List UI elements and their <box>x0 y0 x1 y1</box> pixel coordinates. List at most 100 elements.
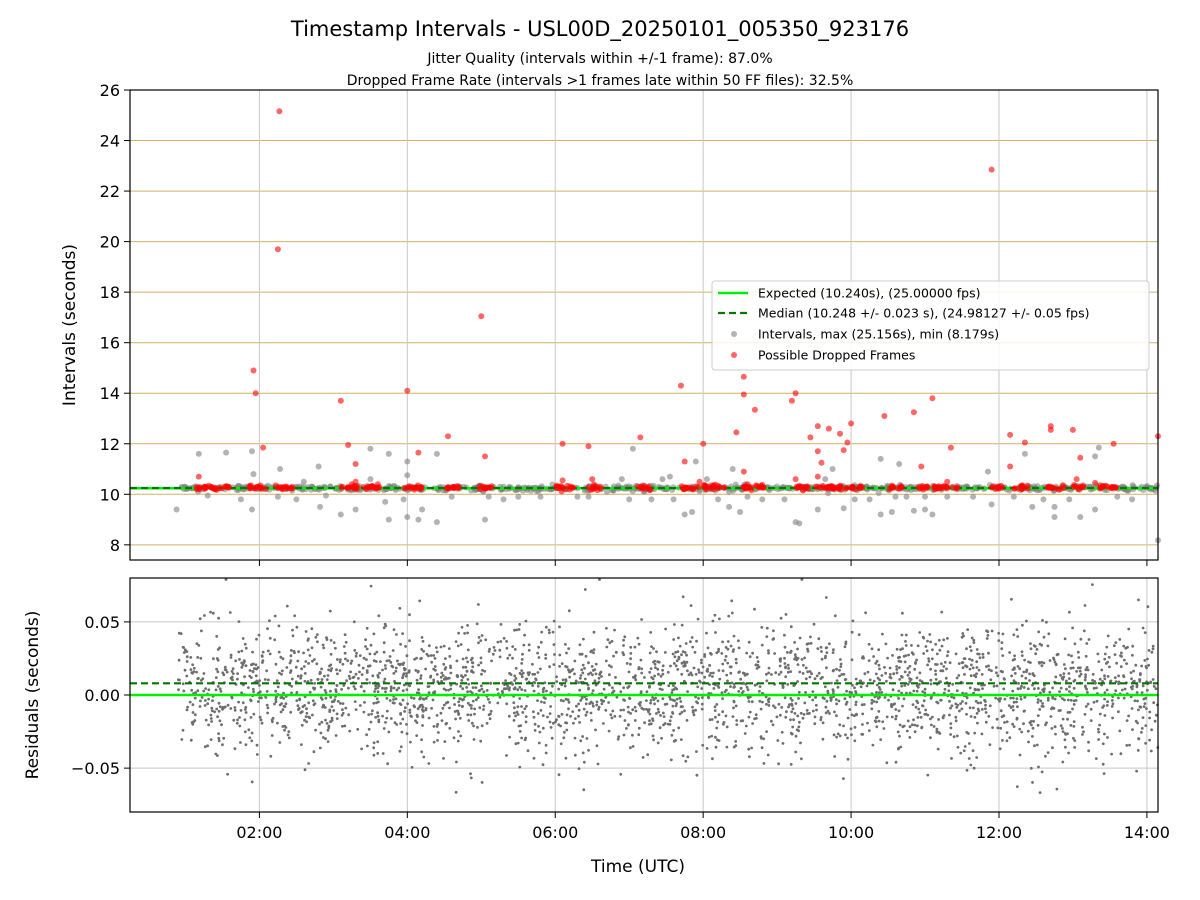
residual-point <box>545 689 548 693</box>
residual-point <box>622 644 625 647</box>
residual-point <box>922 652 925 655</box>
residual-point <box>466 678 470 681</box>
residual-point <box>838 734 842 738</box>
residual-point <box>239 709 243 712</box>
residual-point <box>593 668 597 672</box>
residual-point <box>714 745 718 749</box>
residual-point <box>814 703 818 707</box>
residual-point <box>619 690 623 694</box>
residual-point <box>435 725 439 728</box>
residual-point <box>771 723 775 727</box>
residual-point <box>766 753 770 757</box>
interval-point <box>648 496 655 503</box>
residual-point <box>255 637 258 641</box>
residual-point <box>268 619 271 623</box>
residual-point <box>381 752 385 755</box>
residual-point <box>513 674 517 678</box>
residual-point <box>796 647 799 651</box>
residual-point <box>637 642 641 646</box>
residual-point <box>643 721 646 725</box>
residual-point <box>999 709 1003 713</box>
residual-point <box>520 673 523 676</box>
residual-point <box>1141 716 1145 719</box>
interval-point <box>367 445 374 452</box>
residual-point <box>929 717 932 721</box>
residual-point <box>349 662 353 665</box>
residual-point <box>379 660 382 663</box>
residual-point <box>427 716 431 720</box>
residual-point <box>199 679 203 682</box>
residual-point <box>482 690 486 694</box>
residual-point <box>1111 702 1115 706</box>
residual-point <box>503 687 507 691</box>
residual-point <box>454 790 458 794</box>
residual-point <box>1147 649 1151 652</box>
residual-point <box>589 671 592 675</box>
residual-point <box>861 712 865 716</box>
residual-point <box>296 674 300 678</box>
residual-point <box>708 664 712 667</box>
residual-point <box>544 653 548 657</box>
dropped-frame-point <box>279 486 286 493</box>
residual-point <box>598 578 601 581</box>
residual-point <box>646 753 650 757</box>
residual-point <box>895 665 898 668</box>
residual-point <box>241 701 245 705</box>
interval-point <box>249 506 255 513</box>
residual-point <box>585 737 589 740</box>
residual-point <box>493 649 497 652</box>
residual-point <box>711 619 715 623</box>
residual-point <box>974 675 978 679</box>
residual-point <box>731 715 735 718</box>
residual-point <box>583 666 586 670</box>
interval-point <box>970 493 977 500</box>
residual-point <box>1134 719 1138 723</box>
residual-point <box>214 752 218 756</box>
residual-point <box>681 754 685 758</box>
residual-point <box>759 735 763 739</box>
residual-point <box>904 640 907 643</box>
residual-point <box>488 647 491 651</box>
top-y-axis-label: Intervals (seconds) <box>60 244 80 406</box>
residual-point <box>767 704 771 707</box>
residual-point <box>498 648 502 652</box>
residual-point <box>1015 716 1019 720</box>
residual-point <box>578 721 581 724</box>
residual-point <box>312 750 316 754</box>
residual-point <box>364 645 367 648</box>
interval-point <box>404 514 411 520</box>
residual-point <box>178 678 181 682</box>
residual-point <box>1005 720 1009 724</box>
dropped-frame-point <box>415 449 422 456</box>
interval-point <box>1051 503 1058 510</box>
residual-point <box>544 697 547 700</box>
residual-point <box>547 628 551 632</box>
residual-point <box>1065 687 1068 691</box>
residual-point <box>455 674 459 677</box>
dropped-frame-point <box>840 447 847 454</box>
residual-point <box>952 735 956 739</box>
residual-point <box>243 675 247 679</box>
residual-point <box>739 677 743 681</box>
residual-point <box>717 669 721 672</box>
dropped-frame-point <box>585 443 592 450</box>
residual-point <box>360 685 363 688</box>
residual-point <box>283 728 286 732</box>
residual-point <box>859 679 863 683</box>
residual-point <box>442 662 446 666</box>
residual-point <box>1020 730 1024 734</box>
bottom-ytick-label: 0.00 <box>84 686 120 705</box>
legend: Expected (10.240s), (25.00000 fps) Media… <box>711 280 1150 371</box>
residual-point <box>901 704 904 708</box>
residual-point <box>1124 646 1128 650</box>
residual-point <box>694 672 698 676</box>
residual-point <box>1078 666 1082 670</box>
legend-expected-label: Expected (10.240s), (25.00000 fps) <box>758 286 980 301</box>
residual-point <box>772 637 776 641</box>
residual-point <box>280 702 283 705</box>
residual-point <box>707 696 710 700</box>
residual-point <box>1113 676 1117 680</box>
residual-point <box>1073 746 1077 749</box>
interval-point <box>448 493 455 500</box>
residual-point <box>457 700 461 704</box>
